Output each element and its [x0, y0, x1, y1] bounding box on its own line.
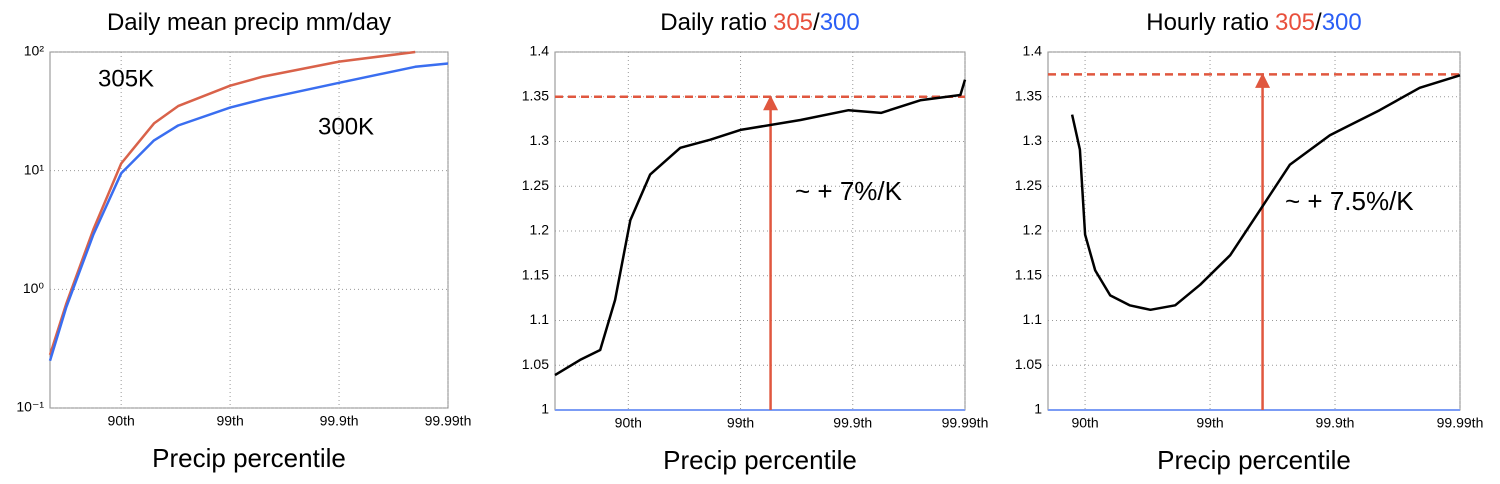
title-part: Daily mean precip mm/day [107, 9, 391, 36]
plot-frame [1047, 51, 1461, 411]
x-tick-label: 90th [108, 413, 135, 429]
y-tick-label: 1.25 [1015, 177, 1042, 193]
x-tick-label: 99th [216, 413, 243, 429]
y-tick-label: 10⁰ [23, 280, 45, 296]
chart-title: Hourly ratio 305/300 [1146, 9, 1361, 36]
x-tick-label: 99.99th [1437, 415, 1484, 431]
x-tick-label: 90th [1071, 415, 1098, 431]
title-part: Hourly ratio [1146, 9, 1269, 36]
y-tick-label: 1.15 [522, 266, 549, 282]
y-tick-label: 1.3 [530, 132, 550, 148]
y-tick-label: 1.25 [522, 177, 549, 193]
title-part: Daily ratio [660, 9, 767, 36]
x-axis-label: Precip percentile [1157, 445, 1351, 475]
y-tick-label: 1.2 [530, 222, 550, 238]
y-tick-label: 1 [541, 401, 549, 417]
y-tick-label: 1.15 [1015, 266, 1042, 282]
x-tick-label: 99.9th [1316, 415, 1355, 431]
y-tick-label: 1.35 [522, 87, 549, 103]
y-tick-label: 10¹ [24, 161, 45, 177]
y-tick-label: 1.2 [1023, 222, 1043, 238]
series-label: 305K [98, 65, 154, 92]
chart-title: Daily ratio 305/300 [660, 9, 859, 36]
series-line [1070, 74, 1461, 312]
title-part: 305 [773, 9, 813, 36]
title-part: / [813, 9, 820, 36]
plot-frame [49, 51, 449, 409]
series-line [48, 50, 416, 356]
x-tick-label: 90th [615, 415, 642, 431]
x-tick-label: 99.99th [425, 413, 472, 429]
series-line [554, 79, 967, 377]
x-tick-label: 99th [1196, 415, 1223, 431]
title-part: 300 [1322, 9, 1362, 36]
x-axis-label: Precip percentile [663, 445, 857, 475]
x-tick-label: 99.99th [942, 415, 989, 431]
y-tick-label: 1.1 [1023, 311, 1043, 327]
x-tick-label: 99.9th [833, 415, 872, 431]
title-part: 300 [820, 9, 860, 36]
x-tick-label: 99th [727, 415, 754, 431]
y-tick-label: 10⁻¹ [16, 399, 44, 415]
y-tick-label: 10² [24, 43, 45, 59]
title-part: 305 [1275, 9, 1315, 36]
x-tick-label: 99.9th [320, 413, 359, 429]
series-label: 300K [318, 113, 374, 140]
y-tick-label: 1.4 [530, 43, 550, 59]
annotation: ~ + 7%/K [795, 176, 903, 206]
chart-title: Daily mean precip mm/day [107, 9, 391, 36]
annotation: ~ + 7.5%/K [1285, 186, 1414, 216]
y-tick-label: 1.05 [1015, 356, 1042, 372]
y-tick-label: 1.35 [1015, 87, 1042, 103]
series-line [48, 62, 449, 362]
y-tick-label: 1.3 [1023, 132, 1043, 148]
y-tick-label: 1.1 [530, 311, 550, 327]
title-part: / [1315, 9, 1322, 36]
y-tick-label: 1 [1034, 401, 1042, 417]
y-tick-label: 1.05 [522, 356, 549, 372]
y-tick-label: 1.4 [1023, 43, 1043, 59]
x-axis-label: Precip percentile [152, 443, 346, 473]
